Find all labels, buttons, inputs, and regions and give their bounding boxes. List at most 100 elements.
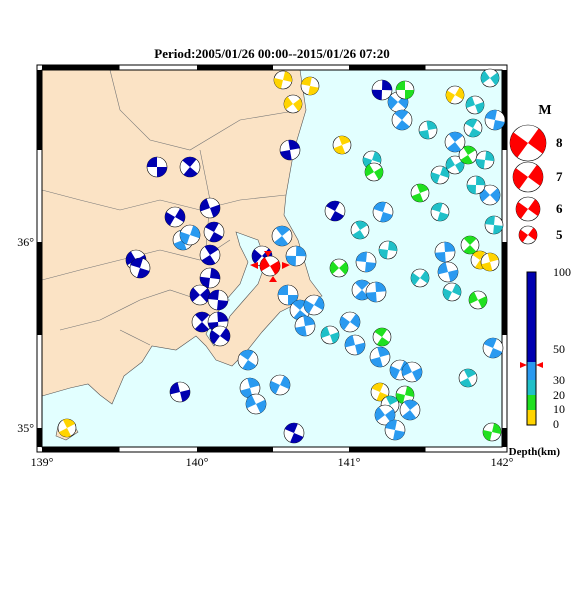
ball-quadrant bbox=[58, 428, 72, 438]
depth-label: 10 bbox=[553, 402, 565, 416]
focal-mechanism bbox=[237, 349, 259, 371]
magnitude-label: 6 bbox=[556, 201, 563, 216]
ball-quadrant bbox=[355, 280, 370, 290]
ball-quadrant bbox=[284, 96, 293, 110]
focal-mechanism bbox=[468, 290, 488, 310]
focal-mechanism bbox=[279, 139, 301, 161]
ball-quadrant bbox=[338, 135, 351, 145]
frame-band bbox=[197, 65, 273, 70]
ball-quadrant bbox=[490, 188, 500, 203]
ball-quadrant bbox=[375, 282, 386, 292]
ball-quadrant bbox=[330, 331, 340, 344]
ball-quadrant bbox=[431, 172, 440, 184]
ball-quadrant bbox=[459, 378, 473, 388]
ball-quadrant bbox=[390, 365, 400, 380]
ball-quadrant bbox=[274, 236, 289, 246]
focal-mechanism bbox=[458, 368, 478, 388]
ball-quadrant bbox=[210, 330, 220, 345]
magnitude-label: 8 bbox=[556, 135, 563, 150]
ball-quadrant bbox=[372, 151, 381, 163]
ball-quadrant bbox=[431, 203, 443, 212]
ball-quadrant bbox=[308, 86, 319, 95]
ball-quadrant bbox=[366, 292, 377, 302]
focal-mechanism bbox=[129, 257, 151, 279]
focal-mechanism bbox=[199, 244, 221, 266]
ball-quadrant bbox=[492, 423, 501, 435]
ball-quadrant bbox=[468, 128, 481, 138]
ball-quadrant bbox=[412, 367, 422, 382]
depth-segment bbox=[527, 272, 536, 362]
ball-quadrant bbox=[372, 89, 382, 100]
ball-quadrant bbox=[374, 167, 383, 180]
frame-band bbox=[502, 428, 507, 447]
ball-quadrant bbox=[304, 299, 314, 314]
ball-quadrant bbox=[376, 337, 390, 346]
ball-quadrant bbox=[195, 312, 210, 322]
ball-quadrant bbox=[489, 348, 503, 358]
ball-quadrant bbox=[377, 347, 390, 357]
ball-quadrant bbox=[137, 268, 150, 279]
ball-quadrant bbox=[374, 406, 385, 421]
focal-mechanism bbox=[303, 294, 325, 316]
ball-quadrant bbox=[493, 225, 503, 234]
ball-quadrant bbox=[205, 222, 219, 232]
ball-quadrant bbox=[296, 246, 306, 257]
ball-quadrant bbox=[460, 155, 473, 164]
ball-quadrant bbox=[405, 90, 414, 99]
ball-quadrant bbox=[396, 81, 405, 90]
ball-quadrant bbox=[125, 251, 136, 266]
focal-mechanism bbox=[480, 68, 500, 88]
ball-quadrant bbox=[283, 71, 292, 83]
focal-mechanism bbox=[410, 183, 430, 203]
ball-quadrant bbox=[371, 383, 384, 392]
focal-mechanism bbox=[442, 282, 462, 302]
ball-quadrant bbox=[402, 362, 412, 377]
focal-mechanism bbox=[372, 201, 394, 223]
focal-mechanism bbox=[480, 252, 500, 272]
ball-quadrant bbox=[478, 296, 487, 309]
ball-quadrant bbox=[476, 158, 485, 169]
ball-quadrant bbox=[516, 201, 528, 219]
ball-quadrant bbox=[446, 157, 455, 170]
ball-quadrant bbox=[419, 130, 430, 139]
ball-quadrant bbox=[356, 251, 367, 262]
main-event bbox=[259, 255, 281, 277]
ball-quadrant bbox=[402, 410, 417, 420]
ball-quadrant bbox=[290, 433, 304, 443]
ball-quadrant bbox=[365, 262, 376, 272]
ball-quadrant bbox=[378, 248, 388, 259]
ball-quadrant bbox=[490, 72, 500, 86]
depth-segment bbox=[527, 410, 536, 425]
focal-mechanism bbox=[203, 221, 225, 243]
focal-mechanism bbox=[191, 311, 213, 333]
ball-quadrant bbox=[394, 110, 409, 120]
ball-quadrant bbox=[485, 151, 494, 162]
ball-quadrant bbox=[388, 241, 397, 252]
focal-mechanism bbox=[410, 268, 430, 288]
ball-quadrant bbox=[280, 375, 291, 390]
focal-mechanism bbox=[320, 325, 340, 345]
focal-mechanism bbox=[445, 155, 465, 175]
ball-quadrant bbox=[326, 201, 340, 211]
lon-tick-label: 140° bbox=[186, 455, 209, 469]
ball-quadrant bbox=[485, 110, 497, 120]
lat-tick-label: 35° bbox=[17, 421, 34, 435]
depth-marker bbox=[536, 362, 543, 368]
ball-quadrant bbox=[330, 211, 344, 221]
frame-band bbox=[37, 70, 42, 150]
ball-quadrant bbox=[463, 236, 477, 245]
ball-quadrant bbox=[365, 164, 374, 177]
focal-mechanism bbox=[285, 245, 307, 267]
ball-quadrant bbox=[483, 429, 492, 441]
frame-outline bbox=[36, 64, 508, 453]
ball-quadrant bbox=[345, 335, 355, 348]
focal-mechanism bbox=[395, 80, 415, 100]
event-marker bbox=[250, 262, 258, 269]
ball-quadrant bbox=[373, 202, 386, 212]
ball-quadrant bbox=[472, 251, 486, 260]
ball-quadrant bbox=[355, 220, 368, 230]
magnitude-symbol bbox=[515, 196, 541, 222]
ball-quadrant bbox=[426, 121, 437, 130]
focal-mechanism bbox=[207, 289, 229, 311]
depth-segment bbox=[527, 380, 536, 395]
